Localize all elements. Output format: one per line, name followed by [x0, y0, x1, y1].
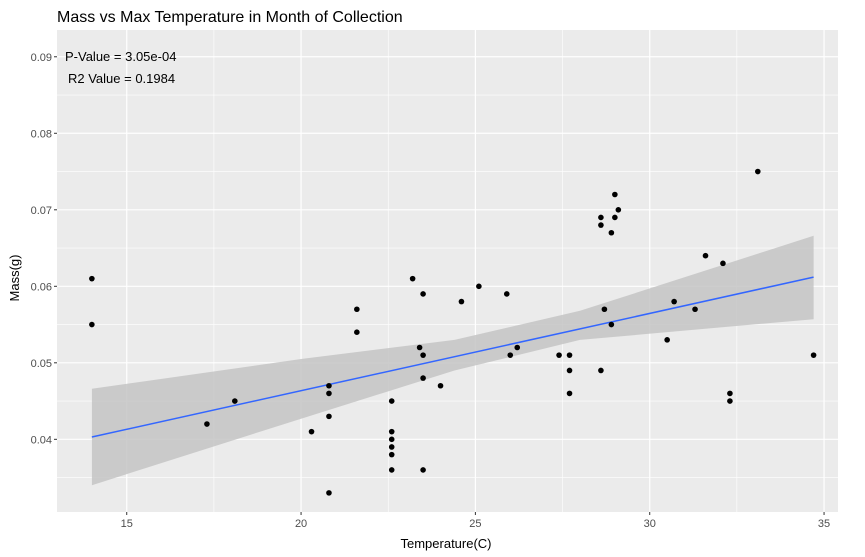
data-point: [89, 275, 95, 282]
y-axis-title: Mass(g): [7, 255, 22, 302]
data-point: [326, 413, 332, 420]
y-tick-label: 0.08: [31, 128, 52, 140]
data-point: [702, 252, 709, 259]
data-point: [232, 398, 238, 404]
data-point: [598, 222, 604, 228]
x-tick-label: 30: [644, 518, 656, 530]
fit-line: [91, 276, 814, 438]
data-point: [566, 367, 573, 374]
data-point: [612, 191, 618, 198]
y-tick-label: 0.07: [31, 205, 52, 217]
fit-line-layer: [91, 276, 814, 438]
y-tick-label: 0.05: [31, 358, 52, 370]
data-point: [514, 344, 521, 351]
data-point: [388, 436, 395, 443]
x-tick-label: 15: [121, 518, 133, 530]
data-point: [608, 229, 615, 236]
data-point: [409, 275, 416, 282]
data-point: [354, 329, 360, 336]
data-point: [727, 390, 733, 397]
data-point: [354, 306, 360, 313]
y-axis: 0.04 0.05 0.06 0.07 0.08 0.09: [31, 52, 57, 446]
data-point: [476, 283, 482, 290]
data-point: [437, 382, 444, 389]
confidence-band-layer: [91, 235, 814, 486]
data-point: [308, 428, 315, 435]
data-point: [755, 168, 761, 175]
data-point: [326, 390, 332, 397]
data-point: [388, 444, 395, 450]
confidence-band: [91, 235, 814, 486]
points-layer: [89, 168, 817, 496]
data-point: [692, 306, 698, 313]
data-point: [608, 321, 615, 328]
x-axis: 15 20 25 30 35: [121, 512, 830, 530]
data-point: [420, 375, 426, 381]
data-point: [89, 321, 95, 328]
data-point: [416, 344, 423, 351]
data-point: [566, 390, 573, 397]
data-point: [420, 291, 426, 297]
data-point: [420, 467, 426, 473]
data-point: [598, 214, 604, 221]
data-point: [507, 352, 514, 358]
data-point: [204, 421, 210, 427]
data-point: [388, 467, 395, 473]
data-point: [671, 298, 677, 305]
data-point: [458, 298, 465, 305]
data-point: [420, 352, 426, 358]
data-point: [727, 398, 733, 404]
y-tick-label: 0.04: [31, 434, 52, 446]
data-point: [388, 451, 395, 458]
data-point: [503, 291, 510, 297]
data-point: [720, 260, 726, 267]
data-point: [615, 206, 622, 213]
data-point: [388, 428, 395, 435]
x-tick-label: 25: [469, 518, 481, 530]
data-point: [556, 352, 562, 358]
data-point: [612, 214, 618, 221]
data-point: [326, 382, 332, 389]
y-tick-label: 0.09: [31, 52, 52, 64]
x-axis-title: Temperature(C): [400, 536, 491, 551]
y-tick-label: 0.06: [31, 281, 52, 293]
data-point: [810, 352, 817, 358]
data-point: [664, 337, 670, 343]
data-point: [566, 352, 573, 358]
p-value-annotation: P-Value = 3.05e-04: [65, 49, 176, 64]
data-point: [326, 490, 332, 496]
x-tick-label: 20: [295, 518, 307, 530]
data-point: [598, 367, 604, 374]
data-point: [601, 306, 608, 313]
data-point: [388, 398, 395, 404]
chart-title: Mass vs Max Temperature in Month of Coll…: [57, 9, 403, 26]
x-tick-label: 35: [818, 518, 830, 530]
r2-value-annotation: R2 Value = 0.1984: [68, 71, 175, 86]
